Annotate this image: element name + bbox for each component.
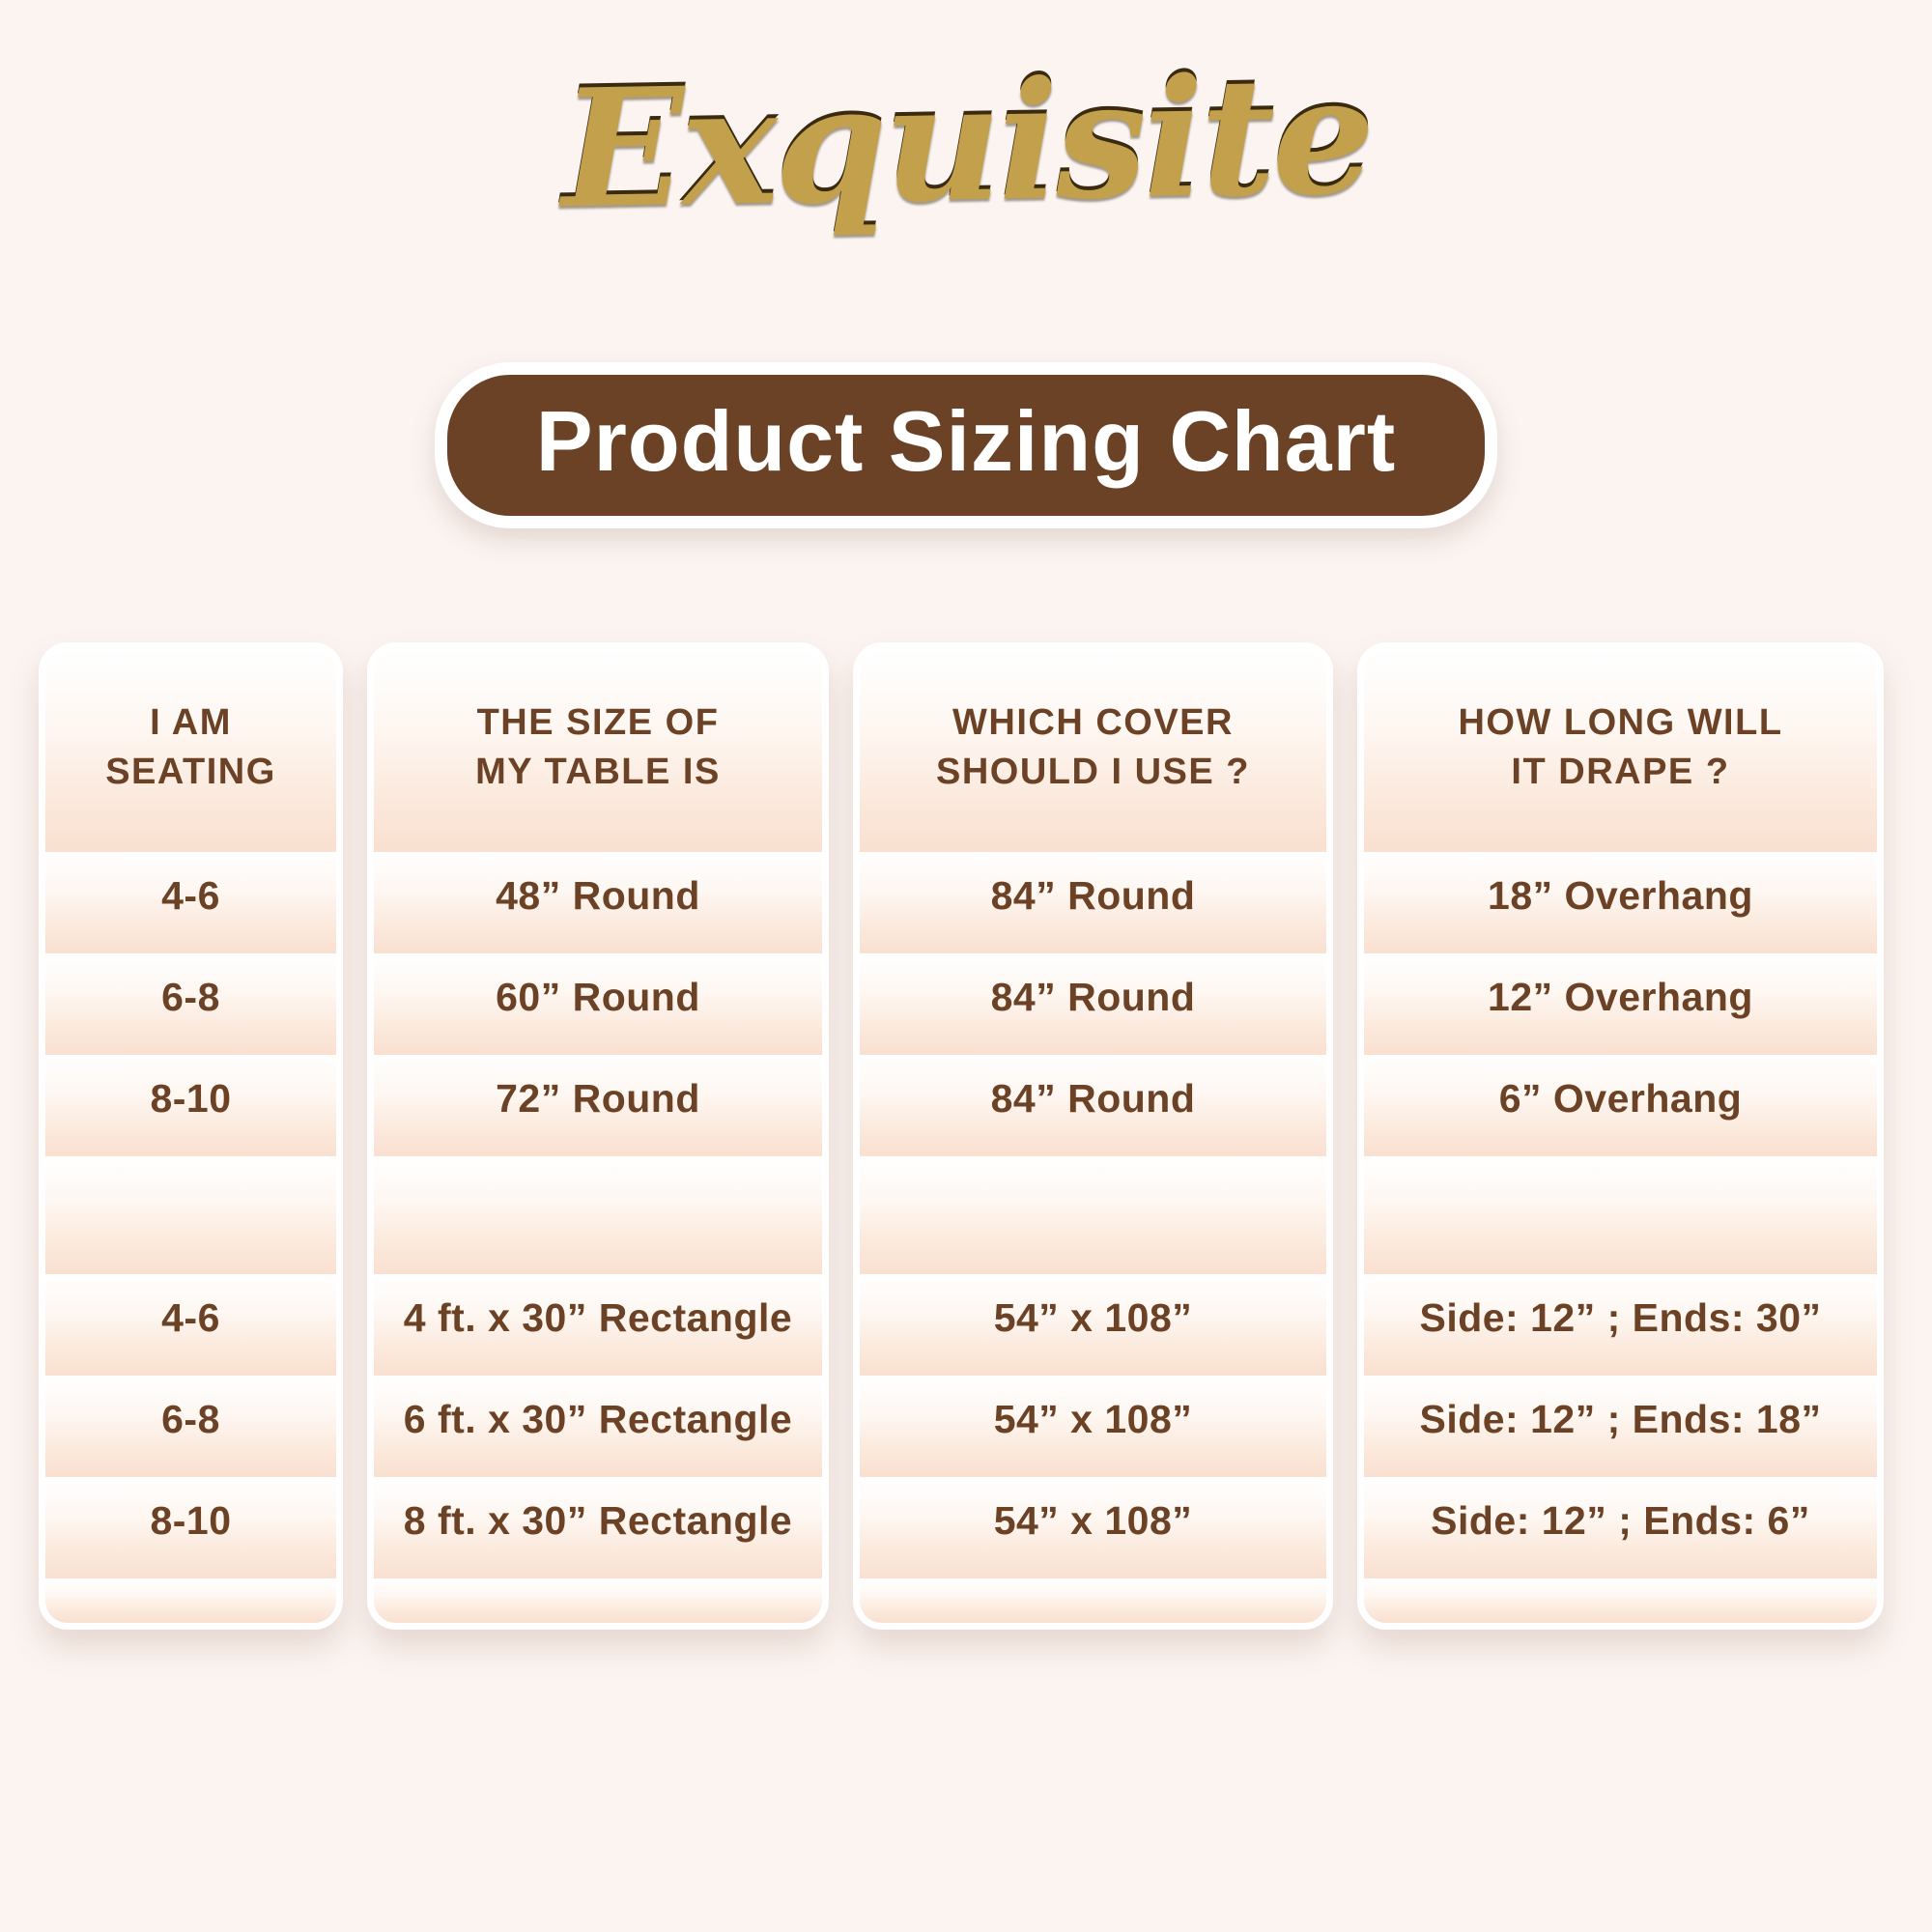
- table-cell-filler: [1364, 1578, 1877, 1623]
- table-cell: Side: 12” ; Ends: 18”: [1364, 1376, 1877, 1477]
- table-cell-filler: [374, 1578, 822, 1623]
- table-cell: 12” Overhang: [1364, 953, 1877, 1055]
- table-cell: 84” Round: [860, 1055, 1326, 1156]
- sizing-table: I AM SEATING 4-6 6-8 8-10 4-6 6-8 8-10 T…: [39, 642, 1893, 1630]
- table-cell: Side: 12” ; Ends: 6”: [1364, 1477, 1877, 1578]
- column-header-seating: I AM SEATING: [45, 649, 336, 852]
- table-cell: 6-8: [45, 1376, 336, 1477]
- brand-logo: Exquisite: [0, 0, 1932, 245]
- table-cell: 54” x 108”: [860, 1274, 1326, 1376]
- table-cell: 84” Round: [860, 852, 1326, 953]
- table-cell: 72” Round: [374, 1055, 822, 1156]
- column-header-cover: WHICH COVER SHOULD I USE ?: [860, 649, 1326, 852]
- table-cell: 18” Overhang: [1364, 852, 1877, 953]
- column-card-table-size: THE SIZE OF MY TABLE IS 48” Round 60” Ro…: [367, 642, 829, 1630]
- table-cell: Side: 12” ; Ends: 30”: [1364, 1274, 1877, 1376]
- page-title: Product Sizing Chart: [535, 393, 1397, 489]
- table-cell: 84” Round: [860, 953, 1326, 1055]
- column-card-drape: HOW LONG WILL IT DRAPE ? 18” Overhang 12…: [1357, 642, 1884, 1630]
- title-banner-row: Product Sizing Chart: [0, 362, 1932, 528]
- table-cell-empty: [45, 1156, 336, 1274]
- table-cell-filler: [860, 1578, 1326, 1623]
- table-cell: 8-10: [45, 1055, 336, 1156]
- table-cell-empty: [860, 1156, 1326, 1274]
- table-cell: 8-10: [45, 1477, 336, 1578]
- brand-logo-text: Exquisite: [559, 39, 1373, 245]
- table-cell: 4 ft. x 30” Rectangle: [374, 1274, 822, 1376]
- table-cell: 54” x 108”: [860, 1477, 1326, 1578]
- column-header-drape: HOW LONG WILL IT DRAPE ?: [1364, 649, 1877, 852]
- table-cell-filler: [45, 1578, 336, 1623]
- title-banner: Product Sizing Chart: [434, 362, 1498, 528]
- table-cell: 6-8: [45, 953, 336, 1055]
- table-cell-empty: [374, 1156, 822, 1274]
- table-cell: 54” x 108”: [860, 1376, 1326, 1477]
- table-cell: 48” Round: [374, 852, 822, 953]
- column-card-seating: I AM SEATING 4-6 6-8 8-10 4-6 6-8 8-10: [39, 642, 343, 1630]
- table-cell: 4-6: [45, 852, 336, 953]
- table-cell: 6” Overhang: [1364, 1055, 1877, 1156]
- table-cell: 8 ft. x 30” Rectangle: [374, 1477, 822, 1578]
- column-card-cover: WHICH COVER SHOULD I USE ? 84” Round 84”…: [853, 642, 1333, 1630]
- table-cell: 4-6: [45, 1274, 336, 1376]
- table-cell-empty: [1364, 1156, 1877, 1274]
- table-cell: 60” Round: [374, 953, 822, 1055]
- table-cell: 6 ft. x 30” Rectangle: [374, 1376, 822, 1477]
- column-header-table-size: THE SIZE OF MY TABLE IS: [374, 649, 822, 852]
